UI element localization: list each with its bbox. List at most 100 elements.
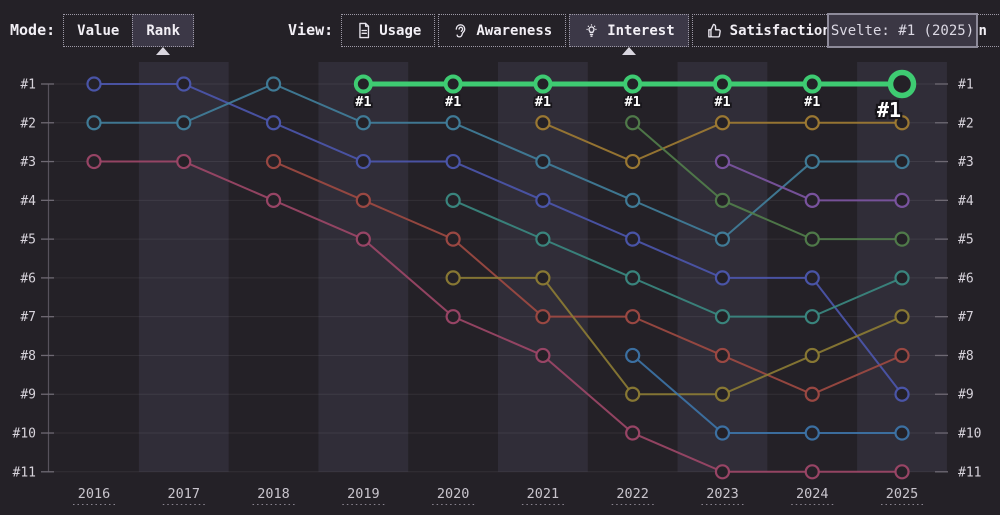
thumbs-up-icon: [707, 23, 721, 38]
series-point-purple: [894, 192, 910, 208]
series-point-olive: [625, 386, 641, 402]
mode-label: Mode:: [10, 21, 56, 39]
tooltip-text: Svelte: #1 (2025): [830, 22, 975, 39]
highlight-rank-label-end: #1: [877, 98, 901, 122]
series-point-green: [894, 231, 910, 247]
selected-caret: [156, 47, 171, 55]
series-point-olive: [714, 386, 731, 402]
series-point-teal: [894, 153, 910, 170]
year-axis-label: 2023: [706, 486, 739, 502]
document-icon: [359, 22, 370, 39]
rank-axis-label: #6: [958, 271, 974, 286]
series-line-green: [632, 122, 903, 241]
series-line-teal: [94, 82, 903, 241]
series-point-rose: [355, 231, 371, 247]
view-option-awareness[interactable]: Awareness: [438, 14, 567, 47]
series-point-svelte: [802, 74, 822, 94]
rank-axis-label: #10: [13, 427, 36, 442]
series-point-svelte: [712, 74, 732, 94]
series-point-teal: [176, 115, 192, 131]
series-point-rose: [894, 464, 910, 480]
rank-axis-label: #3: [958, 155, 974, 170]
series-point-rose: [445, 309, 461, 325]
series-point-svelte: [533, 74, 553, 94]
series-point-indigo: [894, 386, 910, 402]
series-point-teal: [804, 153, 820, 170]
year-axis-label: 2020: [437, 486, 470, 502]
series-point-indigo: [445, 153, 461, 170]
view-option-label: Usage: [379, 22, 422, 39]
view-label: View:: [288, 21, 334, 39]
series-point-teal: [265, 76, 282, 92]
series-point-gold: [804, 115, 820, 131]
series-point-svelte: [887, 69, 917, 99]
series-point-svelte: [443, 74, 463, 94]
rank-axis-label: #3: [20, 155, 36, 170]
series-point-indigo: [355, 153, 371, 170]
series-point-red: [625, 309, 641, 325]
series-point-steel-blue: [625, 347, 641, 364]
series-point-red: [894, 347, 910, 364]
series-point-olive: [894, 309, 910, 325]
highlight-rank-label: #1: [714, 94, 730, 110]
view-option-label: Interest: [607, 22, 675, 39]
series-point-rose: [804, 464, 820, 480]
highlight-rank-label: #1: [804, 94, 820, 110]
series-point-red: [535, 309, 551, 325]
series-point-indigo: [804, 270, 820, 286]
rank-axis-label: #5: [958, 233, 974, 248]
rank-axis-label: #7: [20, 310, 36, 325]
lightbulb-icon: [586, 24, 597, 37]
series-point-teal: [355, 115, 371, 131]
series-point-green: [625, 115, 641, 131]
mode-value-button[interactable]: Value: [63, 14, 134, 47]
highlight-rank-label: #1: [355, 94, 371, 110]
series-point-gold: [625, 153, 641, 170]
rank-axis-label: #6: [20, 271, 36, 286]
rank-axis-label: #10: [958, 427, 981, 442]
rank-axis-label: #4: [20, 194, 36, 209]
series-point-teal: [445, 115, 461, 131]
series-point-red: [355, 192, 371, 208]
series-point-steel-blue: [894, 425, 910, 441]
series-point-olive: [535, 270, 551, 286]
year-axis-label: 2024: [796, 486, 829, 502]
selected-caret: [621, 47, 636, 55]
rank-axis-label: #4: [958, 194, 974, 209]
view-option-usage[interactable]: Usage: [341, 14, 436, 47]
ear-icon: [455, 24, 466, 38]
view-option-label: Awareness: [476, 22, 553, 39]
year-axis-label: 2019: [347, 486, 380, 502]
series-point-teal-green: [804, 309, 820, 325]
series-point-teal-green: [625, 270, 641, 286]
series-point-olive: [445, 270, 461, 286]
series-point-gold: [535, 115, 551, 131]
series-point-steel-blue: [804, 425, 820, 441]
series-line-steel-blue: [632, 354, 903, 435]
view-option-satisfaction[interactable]: Satisfaction: [691, 14, 845, 47]
highlight-rank-label: #1: [445, 94, 461, 110]
series-point-purple: [714, 153, 731, 170]
rank-axis-label: #11: [13, 465, 36, 480]
series-point-red: [445, 231, 461, 247]
view-option-interest[interactable]: Interest: [569, 14, 689, 55]
tooltip: Svelte: #1 (2025): [827, 13, 978, 48]
mode-rank-button[interactable]: Rank: [132, 14, 195, 55]
series-point-teal-green: [445, 192, 461, 208]
series-point-indigo: [86, 76, 102, 92]
rank-axis-label: #2: [958, 116, 974, 131]
year-axis-label: 2016: [78, 486, 111, 502]
series-point-teal-green: [714, 309, 731, 325]
rank-axis-label: #9: [958, 388, 974, 403]
series-point-teal: [714, 231, 731, 247]
view-option-label: Satisfaction: [729, 22, 831, 39]
rank-axis-label: #1: [20, 78, 36, 93]
series-point-steel-blue: [714, 425, 731, 441]
series-point-green: [804, 231, 820, 247]
series-point-gold: [714, 115, 731, 131]
rank-axis-label: #7: [958, 310, 974, 325]
series-point-olive: [804, 347, 820, 364]
rank-axis-label: #9: [20, 388, 36, 403]
